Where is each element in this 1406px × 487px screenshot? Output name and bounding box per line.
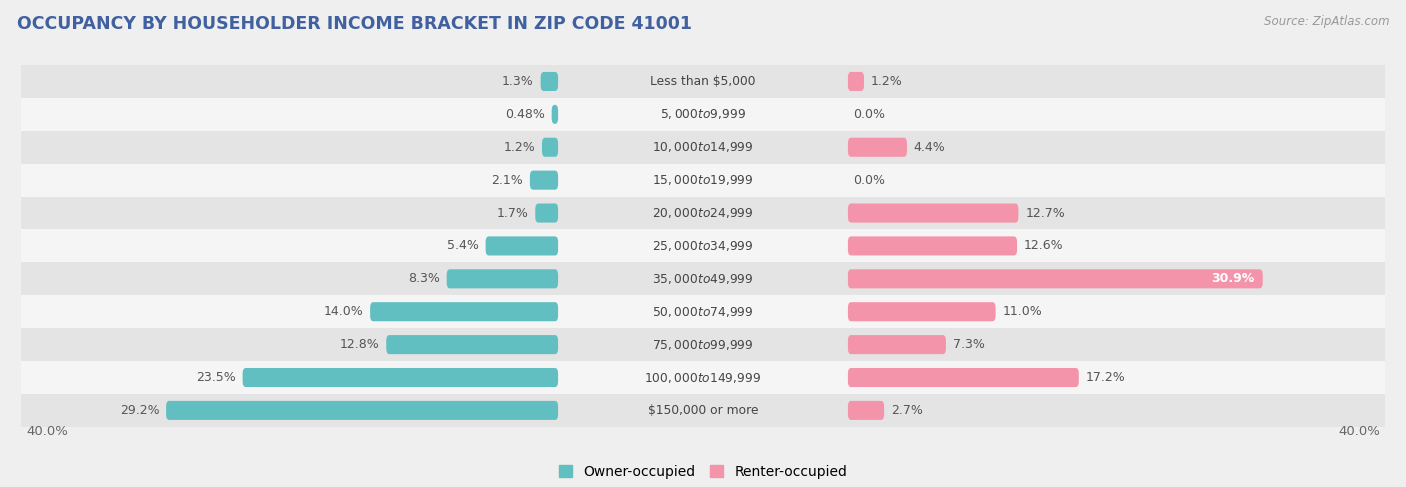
Text: 0.0%: 0.0% [853,174,884,187]
Text: 12.8%: 12.8% [340,338,380,351]
Text: 4.4%: 4.4% [914,141,946,154]
Text: 2.7%: 2.7% [891,404,922,417]
Text: 1.2%: 1.2% [870,75,903,88]
Bar [21,361,1385,394]
Text: $5,000 to $9,999: $5,000 to $9,999 [659,107,747,121]
FancyBboxPatch shape [541,138,558,157]
FancyBboxPatch shape [541,72,558,91]
Bar [21,98,1385,131]
Text: 0.48%: 0.48% [505,108,546,121]
FancyBboxPatch shape [243,368,558,387]
Text: 11.0%: 11.0% [1002,305,1042,318]
Text: 40.0%: 40.0% [1339,425,1379,438]
Text: Less than $5,000: Less than $5,000 [650,75,756,88]
Text: 12.7%: 12.7% [1025,206,1064,220]
FancyBboxPatch shape [485,236,558,256]
FancyBboxPatch shape [848,204,1018,223]
Text: 29.2%: 29.2% [120,404,159,417]
Bar [21,394,1385,427]
Text: 0.0%: 0.0% [853,108,884,121]
Text: $35,000 to $49,999: $35,000 to $49,999 [652,272,754,286]
Text: 7.3%: 7.3% [953,338,984,351]
Text: $10,000 to $14,999: $10,000 to $14,999 [652,140,754,154]
Text: 5.4%: 5.4% [447,240,479,252]
FancyBboxPatch shape [166,401,558,420]
Text: 1.2%: 1.2% [503,141,536,154]
Text: 8.3%: 8.3% [408,272,440,285]
Text: 1.3%: 1.3% [502,75,534,88]
Bar [21,164,1385,197]
Bar [21,65,1385,98]
FancyBboxPatch shape [848,269,1263,288]
Text: $150,000 or more: $150,000 or more [648,404,758,417]
Text: 1.7%: 1.7% [496,206,529,220]
Bar [21,229,1385,262]
FancyBboxPatch shape [848,302,995,321]
FancyBboxPatch shape [848,401,884,420]
Text: Source: ZipAtlas.com: Source: ZipAtlas.com [1264,15,1389,28]
FancyBboxPatch shape [848,368,1078,387]
Bar [21,262,1385,295]
Bar [21,328,1385,361]
FancyBboxPatch shape [387,335,558,354]
FancyBboxPatch shape [370,302,558,321]
FancyBboxPatch shape [551,105,558,124]
FancyBboxPatch shape [848,335,946,354]
Text: 2.1%: 2.1% [491,174,523,187]
Text: $50,000 to $74,999: $50,000 to $74,999 [652,305,754,318]
FancyBboxPatch shape [848,72,865,91]
Text: $15,000 to $19,999: $15,000 to $19,999 [652,173,754,187]
Text: 14.0%: 14.0% [323,305,363,318]
Bar [21,295,1385,328]
Text: 40.0%: 40.0% [27,425,67,438]
FancyBboxPatch shape [848,138,907,157]
Legend: Owner-occupied, Renter-occupied: Owner-occupied, Renter-occupied [558,465,848,479]
Text: $100,000 to $149,999: $100,000 to $149,999 [644,371,762,385]
Text: 23.5%: 23.5% [195,371,236,384]
Text: $75,000 to $99,999: $75,000 to $99,999 [652,337,754,352]
Bar [21,197,1385,229]
FancyBboxPatch shape [530,170,558,189]
FancyBboxPatch shape [447,269,558,288]
Text: 17.2%: 17.2% [1085,371,1125,384]
Text: OCCUPANCY BY HOUSEHOLDER INCOME BRACKET IN ZIP CODE 41001: OCCUPANCY BY HOUSEHOLDER INCOME BRACKET … [17,15,692,33]
Text: 30.9%: 30.9% [1211,272,1254,285]
Text: $25,000 to $34,999: $25,000 to $34,999 [652,239,754,253]
FancyBboxPatch shape [536,204,558,223]
Text: $20,000 to $24,999: $20,000 to $24,999 [652,206,754,220]
Text: 12.6%: 12.6% [1024,240,1063,252]
Bar [21,131,1385,164]
FancyBboxPatch shape [848,236,1017,256]
